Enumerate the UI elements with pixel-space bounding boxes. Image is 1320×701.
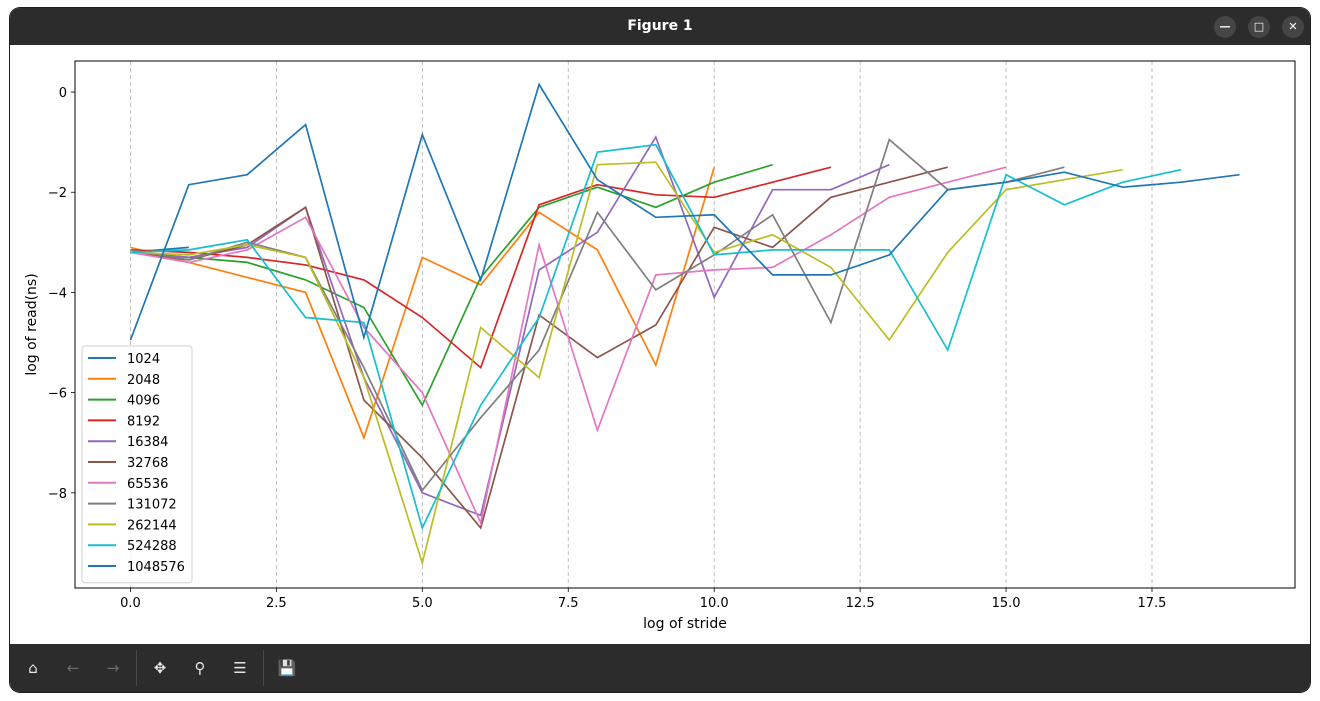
legend-label: 1048576 bbox=[127, 560, 185, 575]
x-tick-label: 2.5 bbox=[266, 596, 287, 611]
legend-label: 2048 bbox=[127, 373, 160, 388]
x-tick-label: 17.5 bbox=[1138, 596, 1167, 611]
grid-lines bbox=[130, 61, 1153, 588]
forward-arrow-icon[interactable]: → bbox=[106, 659, 120, 677]
save-icon[interactable]: 💾 bbox=[277, 659, 297, 677]
plot-frame bbox=[74, 60, 1296, 589]
series-line-1048576 bbox=[129, 82, 1240, 341]
navigation-toolbar: ⌂ ← → ✥ ⚲ ☰ 💾 bbox=[10, 644, 1310, 692]
y-tick-label: −4 bbox=[48, 286, 67, 301]
toolbar-separator bbox=[263, 650, 264, 686]
x-axis-ticks: 0.0 2.5 5.0 7.5 10.0 12.5 15.0 17.5 bbox=[120, 588, 1166, 611]
legend-label: 4096 bbox=[127, 394, 160, 409]
series-line-32768 bbox=[130, 166, 948, 530]
legend-label: 32768 bbox=[127, 456, 168, 471]
x-tick-label: 0.0 bbox=[120, 596, 141, 611]
toolbar-separator bbox=[136, 650, 137, 686]
title-bar[interactable]: Figure 1 — □ ✕ bbox=[10, 8, 1310, 45]
series-line-131072 bbox=[130, 138, 1065, 492]
x-axis-label: log of stride bbox=[643, 616, 727, 632]
y-tick-label: −2 bbox=[48, 186, 67, 201]
back-arrow-icon[interactable]: ← bbox=[66, 659, 80, 677]
legend-label: 65536 bbox=[127, 477, 168, 492]
legend-label: 131072 bbox=[127, 498, 177, 513]
configure-subplots-icon[interactable]: ☰ bbox=[233, 659, 247, 677]
minimize-icon[interactable]: — bbox=[1214, 16, 1236, 38]
series-lines bbox=[129, 82, 1240, 567]
home-icon[interactable]: ⌂ bbox=[28, 659, 38, 677]
line-chart: 0.0 2.5 5.0 7.5 10.0 12.5 15.0 17.5 0 −2 −4 −6 −8 l… bbox=[24, 60, 1296, 632]
legend-label: 1024 bbox=[127, 352, 160, 367]
y-axis-ticks: 0 −2 −4 −6 −8 bbox=[48, 86, 75, 502]
legend-label: 524288 bbox=[127, 539, 177, 554]
maximize-icon[interactable]: □ bbox=[1248, 16, 1270, 38]
series-line-262144 bbox=[130, 161, 1123, 567]
close-icon[interactable]: ✕ bbox=[1282, 16, 1304, 38]
window-title: Figure 1 bbox=[627, 18, 693, 34]
y-tick-label: 0 bbox=[59, 86, 67, 101]
y-tick-label: −6 bbox=[48, 387, 67, 402]
series-line-2048 bbox=[130, 166, 716, 441]
y-tick-label: −8 bbox=[48, 487, 67, 502]
x-tick-label: 12.5 bbox=[846, 596, 875, 611]
legend-label: 8192 bbox=[127, 414, 160, 429]
x-tick-label: 5.0 bbox=[412, 596, 433, 611]
figure-canvas[interactable]: 0.0 2.5 5.0 7.5 10.0 12.5 15.0 17.5 0 −2 −4 −6 −8 l… bbox=[10, 45, 1310, 644]
series-line-65536 bbox=[130, 166, 1007, 526]
legend-label: 262144 bbox=[127, 518, 177, 533]
legend-label: 16384 bbox=[127, 435, 168, 450]
zoom-icon[interactable]: ⚲ bbox=[194, 659, 206, 677]
series-line-4096 bbox=[130, 163, 773, 408]
series-line-8192 bbox=[130, 166, 832, 370]
x-tick-label: 10.0 bbox=[700, 596, 729, 611]
pan-icon[interactable]: ✥ bbox=[153, 659, 167, 677]
x-tick-label: 7.5 bbox=[558, 596, 579, 611]
figure-window: Figure 1 — □ ✕ 0.0 2.5 5.0 7.5 10.0 12.5 15.0 1… bbox=[10, 8, 1310, 692]
series-line-16384 bbox=[130, 135, 890, 517]
legend: 1024 2048 4096 8192 16384 32768 65536 131072 262… bbox=[81, 345, 193, 584]
x-tick-label: 15.0 bbox=[992, 596, 1021, 611]
y-axis-label: log of read(ns) bbox=[24, 273, 40, 375]
series-line-524288 bbox=[130, 143, 1182, 531]
